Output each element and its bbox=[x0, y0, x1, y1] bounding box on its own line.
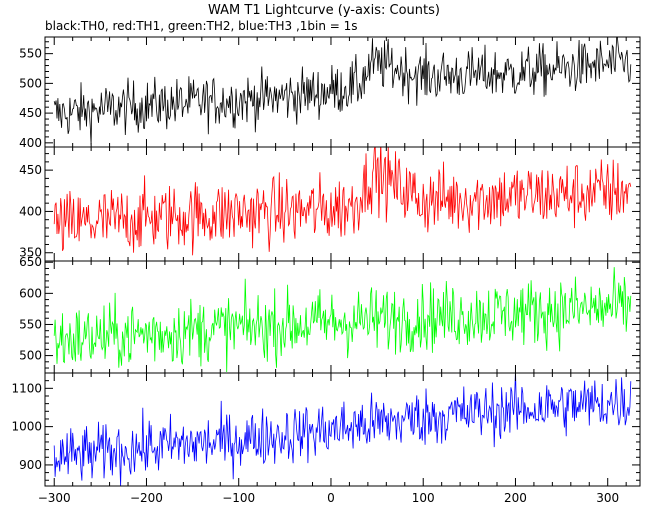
y-tick-label: 1100 bbox=[11, 381, 42, 395]
y-tick-label: 400 bbox=[19, 136, 42, 150]
x-tick-label: 100 bbox=[412, 491, 435, 505]
x-tick-label: 0 bbox=[327, 491, 335, 505]
y-tick-label: 500 bbox=[19, 349, 42, 363]
panel-frame bbox=[44, 372, 641, 487]
panel-th0: 400 450 500 550 bbox=[19, 36, 641, 150]
plot-layer: 4004505005503504004505005506006509001000… bbox=[11, 36, 641, 505]
panel-th1: 350 400 450 bbox=[19, 146, 641, 262]
chart-subtitle: black:TH0, red:TH1, green:TH2, blue:TH3 … bbox=[45, 19, 358, 33]
series-line-th2 bbox=[53, 267, 632, 373]
y-tick-label: 450 bbox=[19, 163, 42, 177]
y-tick-label: 1000 bbox=[11, 420, 42, 434]
y-tick-label: 550 bbox=[19, 47, 42, 61]
y-tick-label: 900 bbox=[19, 458, 42, 472]
y-tick-label: 350 bbox=[19, 246, 42, 260]
y-tick-label: 450 bbox=[19, 106, 42, 120]
y-tick-label: 400 bbox=[19, 204, 42, 218]
x-tick-label: 200 bbox=[504, 491, 527, 505]
y-tick-label: 550 bbox=[19, 317, 42, 331]
series-line-th1 bbox=[53, 147, 632, 256]
series-line-th3 bbox=[53, 373, 632, 486]
chart-title: WAM T1 Lightcurve (y-axis: Counts) bbox=[208, 3, 440, 18]
x-tick-label: −100 bbox=[222, 491, 255, 505]
x-tick-label: 300 bbox=[596, 491, 619, 505]
y-tick-label: 500 bbox=[19, 76, 42, 90]
y-tick-label: 650 bbox=[19, 255, 42, 269]
x-tick-label: −300 bbox=[38, 491, 71, 505]
y-tick-label: 600 bbox=[19, 286, 42, 300]
series-line-th0 bbox=[53, 37, 632, 145]
panel-th2: 500 550 600 650 bbox=[19, 255, 641, 374]
panel-th3: 900 1000 1100 bbox=[11, 372, 641, 487]
x-tick-label: −200 bbox=[130, 491, 163, 505]
